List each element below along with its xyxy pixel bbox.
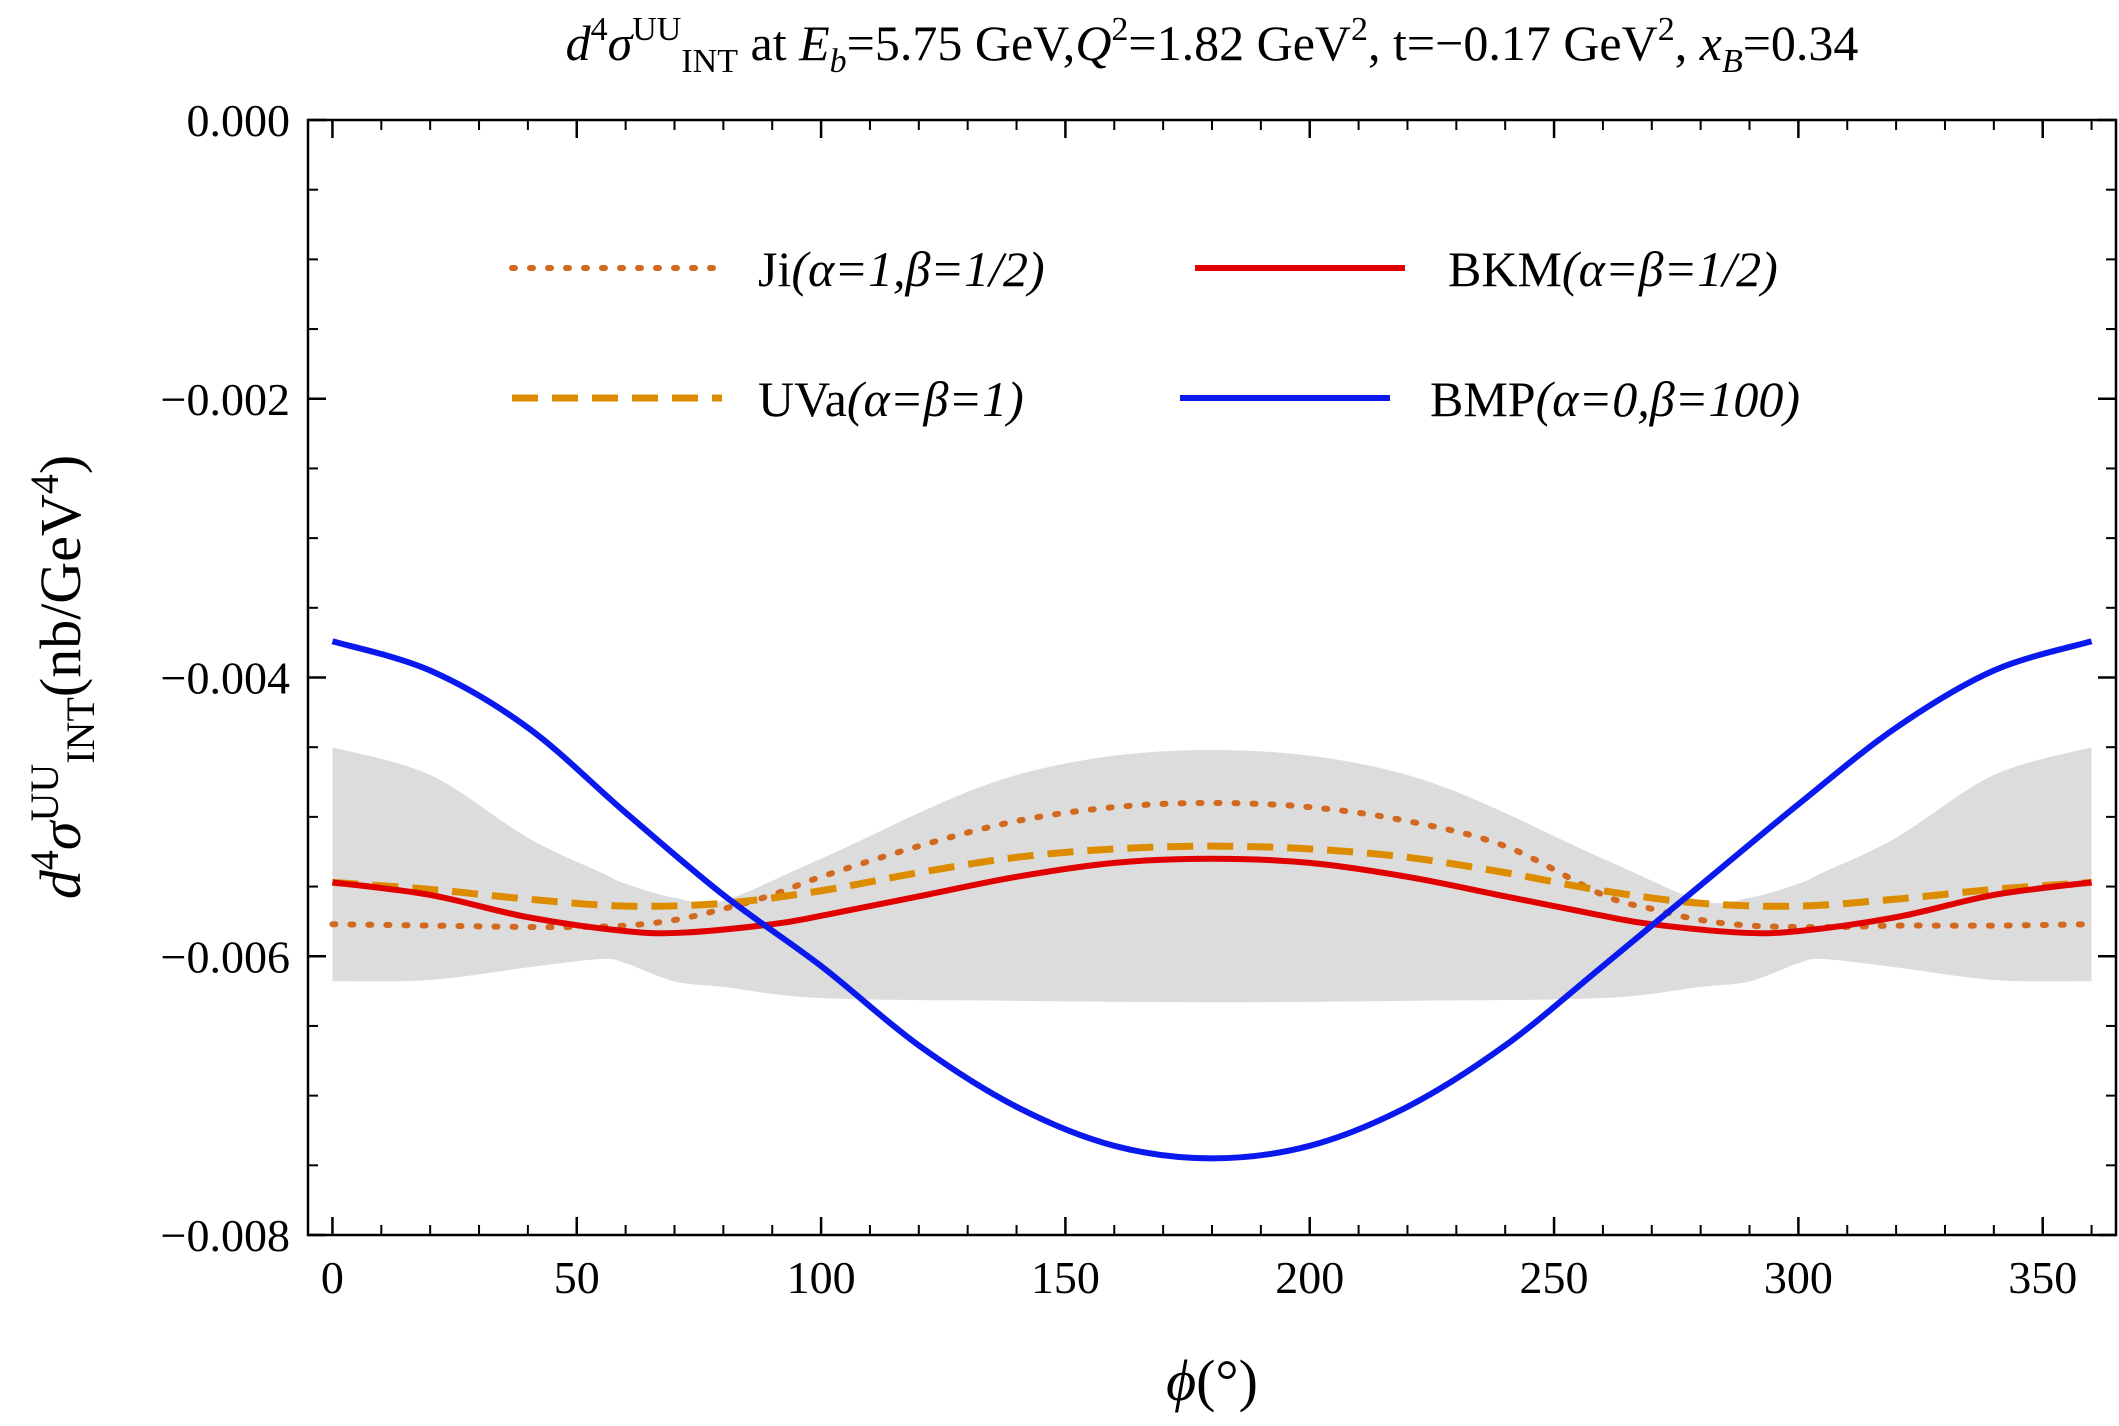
legend-item-uva: UVa(α=β=1) <box>512 371 1024 427</box>
legend-label-bmp: BMP(α=0,β=100) <box>1430 371 1800 427</box>
x-tick-label: 250 <box>1520 1252 1589 1303</box>
plot-area <box>329 638 2095 1162</box>
series-layer <box>329 638 2095 1162</box>
y-axis-label: d4σUUINT(nb/GeV4) <box>22 455 103 899</box>
series-line-bmp <box>331 638 2093 1162</box>
legend-label-bkm: BKM(α=β=1/2) <box>1448 241 1778 297</box>
x-tick-label: 350 <box>2008 1252 2077 1303</box>
x-tick-label: 50 <box>554 1252 600 1303</box>
x-tick-label: 0 <box>321 1252 344 1303</box>
y-tick-label: 0.000 <box>187 95 291 146</box>
legend-item-bkm: BKM(α=β=1/2) <box>1195 241 1778 297</box>
y-tick-label: −0.008 <box>161 1210 290 1261</box>
plot-background <box>308 120 2116 1235</box>
y-tick-label: −0.006 <box>161 931 290 982</box>
chart-title: d4σUUINT at Eb=5.75 GeV,Q2=1.82 GeV2, t=… <box>566 11 1859 80</box>
legend-item-bmp: BMP(α=0,β=100) <box>1180 371 1800 427</box>
series-line-bkm <box>332 855 2092 937</box>
axis-ticks: 0 50 100 150 200 250 300 350 0.000 −0.002 −0.004 −0… <box>161 95 2116 1303</box>
legend-label-ji: Ji(α=1,β=1/2) <box>758 241 1045 297</box>
x-tick-label: 200 <box>1275 1252 1344 1303</box>
y-tick-label: −0.002 <box>161 374 290 425</box>
x-tick-label: 300 <box>1764 1252 1833 1303</box>
series-line-ji <box>329 799 2095 931</box>
legend-label-uva: UVa(α=β=1) <box>758 371 1024 427</box>
x-tick-label: 150 <box>1031 1252 1100 1303</box>
x-axis-label: ϕ(°) <box>1166 1348 1258 1413</box>
x-tick-label: 100 <box>787 1252 856 1303</box>
series-line-uva <box>332 842 2092 910</box>
uncertainty-band <box>332 747 2092 1003</box>
legend: Ji(α=1,β=1/2) BKM(α=β=1/2) UVa(α=β=1) BM… <box>509 241 1800 427</box>
legend-item-ji: Ji(α=1,β=1/2) <box>509 241 1045 297</box>
y-tick-label: −0.004 <box>161 653 290 704</box>
